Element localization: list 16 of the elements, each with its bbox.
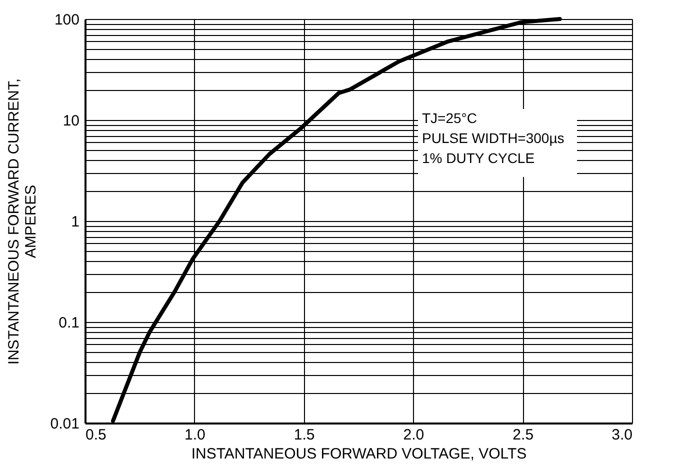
annotation: TJ=25°C (422, 110, 478, 126)
x-tick-label: 0.5 (86, 426, 106, 444)
y-axis-title: INSTANTANEOUS FORWARD CURRENT, AMPERES (5, 78, 40, 365)
y-tick-label: 0.1 (58, 314, 80, 332)
y-tick-label: 1 (71, 214, 80, 230)
x-tick-label: 1.5 (294, 426, 315, 444)
x-axis-title: INSTANTANEOUS FORWARD VOLTAGE, VOLTS (191, 446, 527, 462)
annotation: PULSE WIDTH=300µs (422, 130, 564, 146)
x-tick-label: 2.0 (403, 426, 424, 444)
x-tick-label: 2.5 (512, 426, 534, 444)
y-tick-label: 10 (62, 112, 80, 130)
x-tick-label: 3.0 (612, 426, 632, 444)
x-tick-label: 1.0 (184, 426, 206, 444)
annotation: 1% DUTY CYCLE (422, 150, 535, 166)
y-tick-label: 0.01 (50, 416, 80, 432)
y-tick-label: 100 (54, 12, 80, 28)
